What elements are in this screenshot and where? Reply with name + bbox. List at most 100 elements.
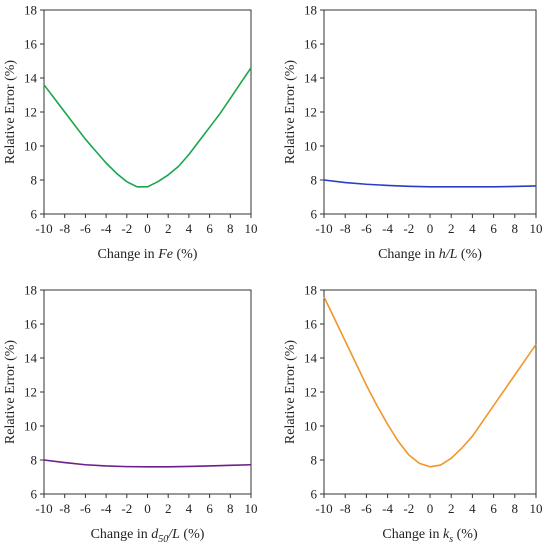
x-tick-label: 2 [448,221,455,236]
x-tick-label: -2 [121,221,132,236]
y-tick-label: 6 [31,487,38,502]
x-tick-label: 8 [227,501,234,516]
x-tick-label: -8 [340,501,351,516]
plot-frame [43,9,252,215]
y-tick-label: 16 [24,317,38,332]
x-tick-label: -6 [361,221,372,236]
y-tick-label: 14 [304,351,318,366]
x-axis-label-denominator: /L [167,527,180,542]
x-axis-label-variable: k [443,527,450,542]
x-axis-label-variable: h [439,247,446,262]
x-tick-label: 6 [490,501,497,516]
y-tick-label: 8 [311,173,318,188]
x-tick-label: -10 [315,501,332,516]
y-tick-label: 8 [31,453,38,468]
x-axis-label-suffix: (%) [453,527,478,542]
y-tick-label: 18 [24,3,37,18]
x-tick-label: -6 [361,501,372,516]
x-axis-label-subscript: s [449,534,453,545]
x-axis-label-prefix: Change in [382,527,443,542]
x-axis-label: Change in ks (%) [382,527,478,545]
series-line [43,459,252,468]
y-tick-label: 10 [24,419,37,434]
y-tick-label: 14 [24,71,38,86]
x-axis-label-prefix: Change in [378,247,439,262]
x-axis-label-denominator: /L [445,247,458,262]
series-line [323,179,537,188]
x-tick-label: 0 [144,501,151,516]
x-tick-label: -2 [403,501,414,516]
x-tick-label: -4 [382,221,393,236]
y-tick-label: 6 [31,207,38,222]
y-axis-label: Relative Error (%) [3,60,18,165]
plot-frame [323,289,537,495]
y-tick-label: 18 [304,283,317,298]
x-tick-label: 6 [206,221,213,236]
x-tick-label: 2 [165,501,172,516]
y-axis-label: Relative Error (%) [283,340,298,445]
y-tick-label: 8 [311,453,318,468]
x-tick-label: 8 [512,221,519,236]
x-axis-label-prefix: Change in [98,247,159,262]
y-tick-label: 16 [24,37,38,52]
y-tick-label: 10 [304,139,317,154]
x-tick-label: 4 [469,221,476,236]
x-tick-label: 4 [469,501,476,516]
x-tick-label: 0 [144,221,151,236]
x-tick-label: 10 [245,501,258,516]
x-tick-label: -10 [35,221,52,236]
y-axis-label: Relative Error (%) [283,60,298,165]
y-tick-label: 12 [24,105,37,120]
x-tick-label: 10 [530,501,543,516]
x-axis-label-variable: Fe [157,247,173,262]
y-tick-label: 6 [311,207,318,222]
x-tick-label: -2 [403,221,414,236]
y-tick-label: 16 [304,37,318,52]
x-axis-label-suffix: (%) [180,527,205,542]
y-axis-label: Relative Error (%) [3,340,18,445]
x-tick-label: 8 [512,501,519,516]
y-tick-label: 12 [304,105,317,120]
y-tick-label: 10 [24,139,37,154]
x-tick-label: 10 [245,221,258,236]
x-axis-label-suffix: (%) [173,247,198,262]
x-axis-label-suffix: (%) [457,247,482,262]
x-tick-label: 4 [186,501,193,516]
x-tick-label: 0 [427,501,434,516]
x-tick-label: 0 [427,221,434,236]
x-tick-label: -4 [382,501,393,516]
x-tick-label: -2 [121,501,132,516]
y-tick-label: 14 [304,71,318,86]
y-tick-label: 18 [304,3,317,18]
x-tick-label: -8 [59,501,70,516]
x-tick-label: -10 [35,501,52,516]
y-tick-label: 10 [304,419,317,434]
x-tick-label: -8 [59,221,70,236]
x-axis-label-prefix: Change in [91,527,152,542]
x-tick-label: 8 [227,221,234,236]
x-tick-label: 2 [448,501,455,516]
series-line [43,67,252,188]
x-tick-label: -8 [340,221,351,236]
x-tick-label: -6 [80,221,91,236]
x-tick-label: -6 [80,501,91,516]
x-axis-label: Change in h/L (%) [378,247,482,262]
y-tick-label: 12 [24,385,37,400]
y-tick-label: 14 [24,351,38,366]
x-axis-label: Change in Fe (%) [98,247,198,262]
y-tick-label: 8 [31,173,38,188]
x-tick-label: 6 [206,501,213,516]
x-tick-label: 4 [186,221,193,236]
y-tick-label: 6 [311,487,318,502]
x-axis-label-subscript: 50 [158,534,168,545]
x-tick-label: 2 [165,221,172,236]
x-tick-label: 10 [530,221,543,236]
x-axis-label: Change in d50/L (%) [91,527,205,545]
y-tick-label: 18 [24,283,37,298]
x-tick-label: -4 [101,221,112,236]
